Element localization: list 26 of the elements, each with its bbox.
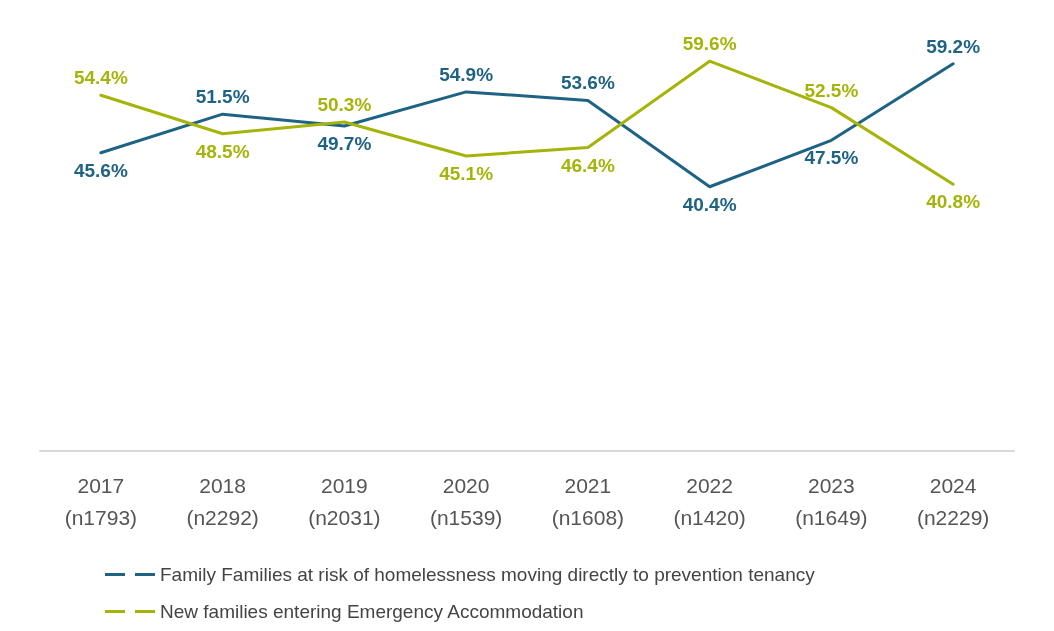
data-label: 54.9% (439, 63, 494, 85)
legend-label: Family Families at risk of homelessness moving directly to prevention tenancy (160, 564, 816, 585)
data-label: 47.5% (804, 147, 859, 169)
data-label: 45.6% (73, 159, 128, 181)
x-tick-label: 2020 (n1539) (429, 473, 503, 529)
data-label: 45.1% (439, 163, 494, 185)
legend-label: New families entering Emergency Accommodation (160, 601, 584, 622)
data-label: 48.5% (195, 140, 250, 162)
x-tick-label: 2024 (n2229) (916, 473, 990, 529)
x-tick-label: 2019 (n2031) (308, 473, 381, 529)
x-tick-label: 2023 (n1649) (795, 473, 868, 529)
x-tick-label: 2017 (n1793) (64, 473, 138, 529)
data-label: 40.8% (926, 191, 981, 213)
data-label: 59.2% (926, 35, 981, 57)
data-label: 50.3% (317, 94, 372, 116)
data-label: 59.6% (682, 33, 737, 55)
x-tick-label: 2018 (n2292) (186, 473, 259, 529)
data-label: 46.4% (560, 154, 615, 176)
data-label: 40.4% (682, 193, 737, 215)
data-label: 49.7% (317, 132, 372, 154)
data-label: 54.4% (73, 67, 128, 89)
x-tick-label: 2021 (n1608) (551, 473, 625, 529)
data-label: 52.5% (804, 79, 859, 101)
data-label: 53.6% (560, 72, 615, 94)
data-label: 51.5% (195, 86, 250, 108)
x-tick-label: 2022 (n1420) (673, 473, 746, 529)
